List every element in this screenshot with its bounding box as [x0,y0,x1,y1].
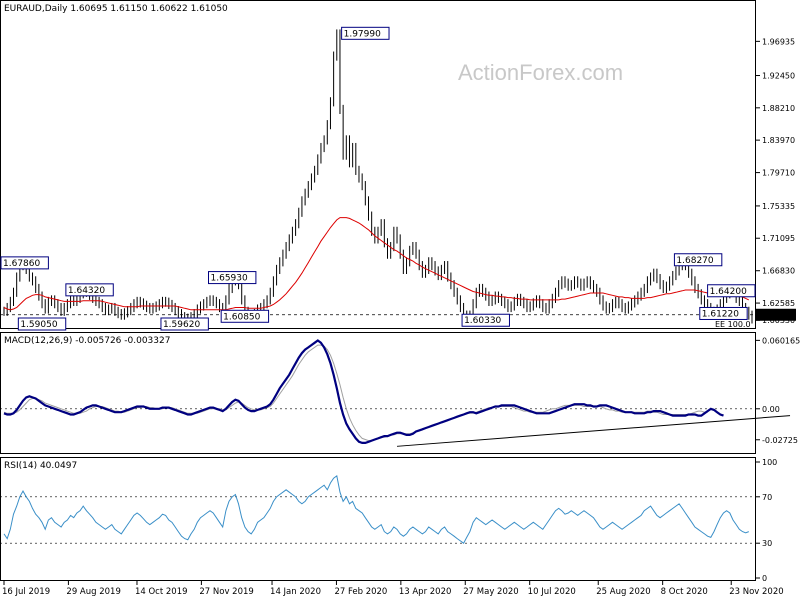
y-tick-label: 30 [762,539,772,548]
y-tick-label: 1.75335 [762,202,795,211]
y-tick-label: 70 [762,493,772,502]
y-tick-label: 1.71095 [762,234,795,243]
rsi-panel-frame [0,457,756,581]
price-annotation-box [160,317,209,331]
price-annotation-box [673,253,723,267]
price-annotation: 1.60330 [464,316,501,326]
current-price-marker [756,308,796,321]
x-tick-label: 25 Aug 2020 [596,587,650,597]
y-tick-label: 1.96935 [762,37,795,46]
grid-layer [0,314,755,544]
price-header: EURAUD,Daily 1.60695 1.61150 1.60622 1.6… [4,4,228,14]
labels-layer: 1.67860 1.59050 1.64320 1.59620 1.65930 1.608… [0,26,796,331]
price-annotation-box [208,271,257,285]
y-tick-label: 0.00 [762,405,780,414]
x-tick-label: 27 Nov 2019 [199,587,253,597]
x-tick-label: 27 May 2020 [463,587,518,597]
y-tick-label: 0.060165 [762,336,800,345]
price-annotation-box [699,306,748,320]
price-annotation-box [707,284,756,298]
price-annotation: 1.64320 [68,286,105,296]
watermark: ActionForex.com [458,60,623,85]
price-panel-frame [0,0,756,329]
y-tick-label: 0 [762,574,767,583]
y-tick-label: 100 [762,458,777,467]
macd-header: MACD(12,26,9) -0.005726 -0.003327 [4,336,170,346]
price-annotation-box [17,317,67,331]
price-annotation: 1.67860 [3,259,40,269]
price-annotation: 1.59050 [20,320,57,330]
price-annotation: 1.65930 [211,274,248,284]
price-annotation-box [65,283,114,297]
price-annotation-box [341,26,390,40]
y-tick-label: 1.62585 [762,299,795,308]
price-annotation-box [461,313,510,327]
y-tick-label: 1.88210 [762,104,795,113]
price-annotation: 1.64200 [710,287,747,297]
y-tick-label: 1.60330 [762,316,795,325]
x-tick-label: 29 Aug 2019 [66,587,120,597]
x-tick-label: 27 Feb 2020 [334,587,387,597]
y-tick-label: 1.92450 [762,72,795,81]
price-annotation: 1.61220 [702,309,739,319]
rsi-line [3,475,749,544]
macd-line [3,339,724,444]
ma-label: EE 100.0 [715,320,751,329]
macd-trendline [396,415,791,447]
x-tick-label: 16 Jul 2019 [2,587,50,597]
x-tick-label: 8 Oct 2020 [661,587,708,597]
x-tick-label: 23 Nov 2020 [729,587,783,597]
axes-layer: 1.96935 1.92450 1.88210 1.83970 1.79710 1.753… [2,37,800,597]
price-annotation: 1.97990 [344,29,381,39]
macd-panel-frame [0,332,756,454]
price-annotation-box [220,309,270,323]
ema-line [3,217,750,311]
x-tick-label: 10 Jul 2020 [528,587,576,597]
y-tick-label: -0.02725 [762,436,798,445]
rsi-header: RSI(14) 40.0497 [4,461,77,471]
y-tick-label: 1.66830 [762,267,795,276]
y-tick-label: 1.79710 [762,169,795,178]
x-tick-label: 14 Jan 2020 [270,587,321,597]
price-annotation-box [0,256,49,270]
price-annotation: 1.68270 [676,256,713,266]
price-annotation: 1.60850 [223,312,260,322]
x-tick-label: 14 Oct 2019 [135,587,188,597]
y-tick-label: 1.83970 [762,136,795,145]
current-price-label: 1.61050 [759,311,792,320]
x-tick-label: 13 Apr 2020 [399,587,452,597]
price-annotation: 1.59620 [163,320,200,330]
